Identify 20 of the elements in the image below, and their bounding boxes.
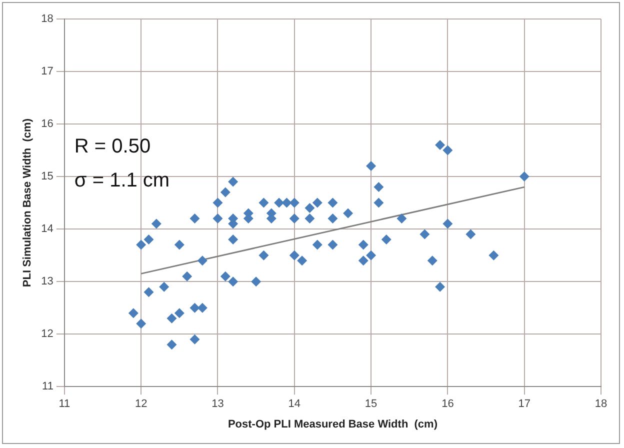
y-tick-label: 14	[41, 223, 54, 236]
y-tick-label: 15	[41, 170, 54, 183]
y-tick-label: 17	[41, 66, 54, 78]
y-tick-label: 16	[41, 118, 54, 130]
x-tick-label: 14	[288, 398, 301, 410]
x-tick-label: 18	[594, 398, 608, 410]
y-tick-label: 18	[41, 13, 54, 26]
x-axis-title: Post-Op PLI Measured Base Width (cm)	[228, 418, 438, 430]
x-tick-label: 16	[442, 398, 454, 410]
y-tick-label: 12	[41, 328, 54, 340]
x-tick-label: 17	[518, 398, 530, 410]
y-tick-label: 13	[41, 276, 54, 288]
y-tick-label: 11	[42, 380, 54, 393]
x-tick-label: 15	[364, 398, 378, 410]
x-tick-label: 13	[212, 398, 224, 410]
annotation: σ = 1.1 cm	[74, 170, 170, 192]
y-axis-title: PLI Simulation Base Width (cm)	[22, 118, 34, 288]
annotation: R = 0.50	[74, 136, 151, 158]
x-tick-label: 11	[58, 398, 70, 410]
x-tick-label: 12	[134, 398, 148, 410]
